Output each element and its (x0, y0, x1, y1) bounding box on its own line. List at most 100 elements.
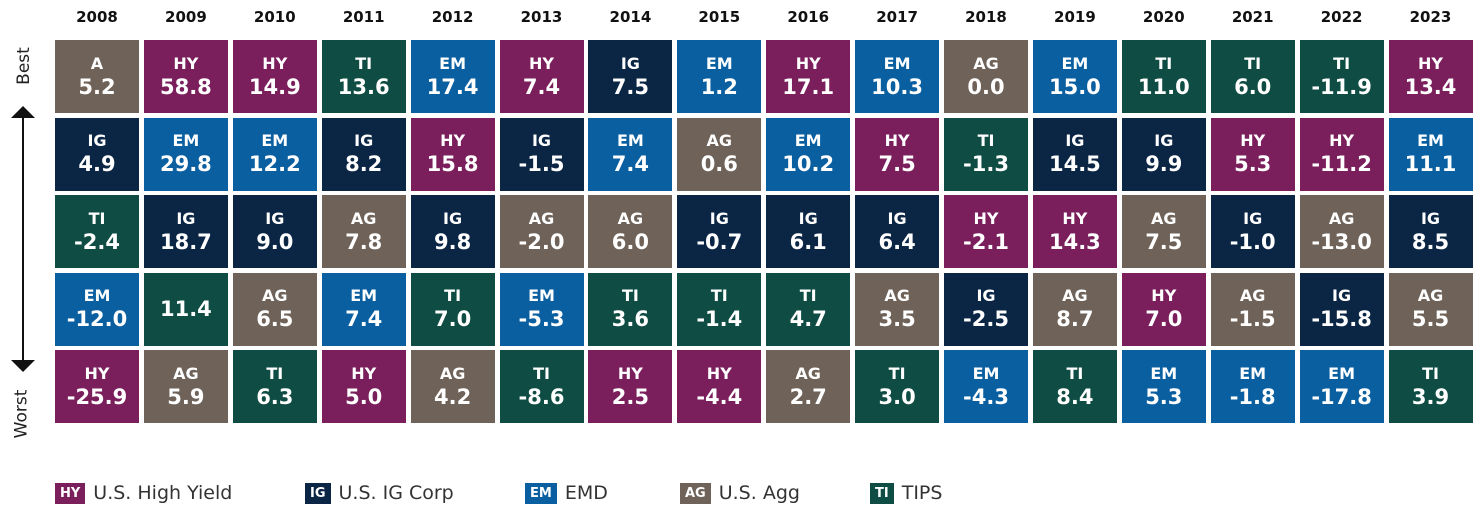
cell: AG 7.8 (321, 195, 406, 268)
legend-label: EMD (564, 482, 608, 504)
cell: EM 10.3 (855, 40, 940, 113)
cell-value: 6.0 (611, 229, 649, 254)
cell: HY 13.4 (1388, 40, 1473, 113)
cell-value: 58.8 (159, 74, 212, 99)
cell-code: TI (88, 208, 106, 228)
cell-code: IG (798, 208, 818, 228)
cell-value: -4.4 (696, 384, 743, 409)
cell-value: -1.4 (696, 307, 743, 331)
cell-value: -1.5 (518, 152, 565, 176)
cell-code: AG (706, 131, 733, 150)
cell: TI 11.0 (1121, 40, 1206, 113)
year-header: 2016 (787, 8, 830, 26)
cell: HY 17.1 (766, 40, 851, 113)
cell-value: 7.8 (345, 229, 383, 254)
cell-code: A (90, 53, 104, 73)
cell: AG -13.0 (1299, 195, 1384, 268)
cell-code: AG (350, 208, 377, 228)
legend-label: U.S. IG Corp (338, 482, 454, 504)
cell: IG -2.5 (944, 272, 1028, 346)
cell-value: 7.4 (522, 74, 561, 99)
cell: A 5.2 (55, 40, 139, 113)
cell-value: -17.8 (1311, 384, 1372, 409)
cell-code: AG (439, 363, 466, 383)
cell-code: AG (884, 286, 910, 305)
cell: HY 7.4 (499, 40, 584, 113)
cell: TI -8.6 (499, 350, 584, 423)
cell: IG 9.9 (1121, 117, 1206, 191)
cell: EM -4.3 (944, 350, 1028, 423)
cell-value: 10.3 (871, 74, 923, 99)
cell: HY 14.3 (1032, 195, 1117, 268)
legend-item: TI TIPS (870, 482, 942, 504)
cell-code: TI (1155, 53, 1173, 73)
cell-value: 9.8 (433, 229, 472, 254)
cell: TI -1.4 (677, 272, 762, 346)
cell-value: -0.7 (696, 229, 743, 254)
best-label: Best (13, 47, 34, 85)
cell-value: 17.1 (782, 74, 835, 99)
cell-value: 4.2 (433, 384, 472, 409)
cell-code: IG (354, 131, 374, 150)
cell-value: -5.3 (518, 307, 565, 331)
cell-value: -11.2 (1311, 152, 1372, 176)
cell-value: 14.9 (248, 74, 301, 99)
cell: IG 14.5 (1032, 117, 1117, 191)
legend-swatch: AG (680, 482, 711, 504)
cell: EM -5.3 (499, 272, 584, 346)
cell-code: EM (1239, 363, 1267, 383)
cell: HY 2.5 (588, 350, 673, 423)
cell-code: AG (262, 286, 288, 305)
cell-code: HY (440, 131, 466, 150)
cell-code: HY (1418, 53, 1443, 73)
cell-value: 7.0 (1145, 307, 1183, 331)
cell-value: 11.1 (1404, 152, 1457, 176)
legend-swatch: IG (305, 482, 331, 504)
cell-code: AG (1062, 286, 1088, 305)
cell-value: 5.3 (1145, 384, 1183, 409)
year-header: 2023 (1409, 8, 1452, 26)
cell-code: EM (616, 131, 644, 150)
cell-code: AG (617, 208, 644, 228)
legend-item: IG U.S. IG Corp (305, 482, 454, 504)
cell: TI 3.9 (1388, 350, 1473, 423)
year-header: 2014 (609, 8, 652, 26)
cell: HY 15.8 (410, 117, 495, 191)
cell-value: -8.6 (518, 384, 565, 409)
cell-value: 8.5 (1411, 229, 1450, 254)
cell-value: 9.0 (256, 229, 294, 254)
cell-value: 5.0 (345, 384, 383, 409)
cell-code: TI (710, 286, 728, 305)
cell-value: 5.9 (167, 384, 205, 409)
cell: EM 29.8 (143, 117, 228, 191)
cell: TI 4.7 (766, 272, 851, 346)
cell: AG 3.5 (855, 272, 940, 346)
cell-code: TI (1333, 53, 1351, 73)
cell-code: TI (1066, 363, 1084, 383)
cell-value: 7.4 (611, 152, 649, 176)
cell-code: EM (439, 53, 467, 73)
cell-value: 5.3 (1234, 152, 1272, 176)
year-header: 2021 (1231, 8, 1274, 26)
cell-code: AG (795, 363, 821, 383)
cell-code: IG (1420, 208, 1441, 228)
cell-code: EM (1150, 363, 1178, 383)
cell: EM 15.0 (1032, 40, 1117, 113)
cell: HY -2.1 (944, 195, 1028, 268)
cell-code: TI (799, 286, 817, 305)
cell-code: EM (1417, 131, 1444, 150)
cell-code: HY (1240, 131, 1266, 150)
cell-code: HY (706, 363, 732, 383)
cell-code: IG (176, 208, 196, 228)
cell-value: 6.3 (256, 384, 294, 409)
cell-value: -11.9 (1311, 74, 1372, 99)
cell: AG 8.7 (1032, 272, 1117, 346)
cell: TI 13.6 (321, 40, 406, 113)
year-header: 2020 (1142, 8, 1185, 26)
cell-code: TI (1422, 363, 1439, 383)
cell-code: IG (1332, 286, 1352, 305)
cell: IG 7.5 (588, 40, 673, 113)
cell: IG -1.5 (499, 117, 584, 191)
cell-value: 0.6 (700, 152, 738, 176)
cell: EM 10.2 (766, 117, 851, 191)
